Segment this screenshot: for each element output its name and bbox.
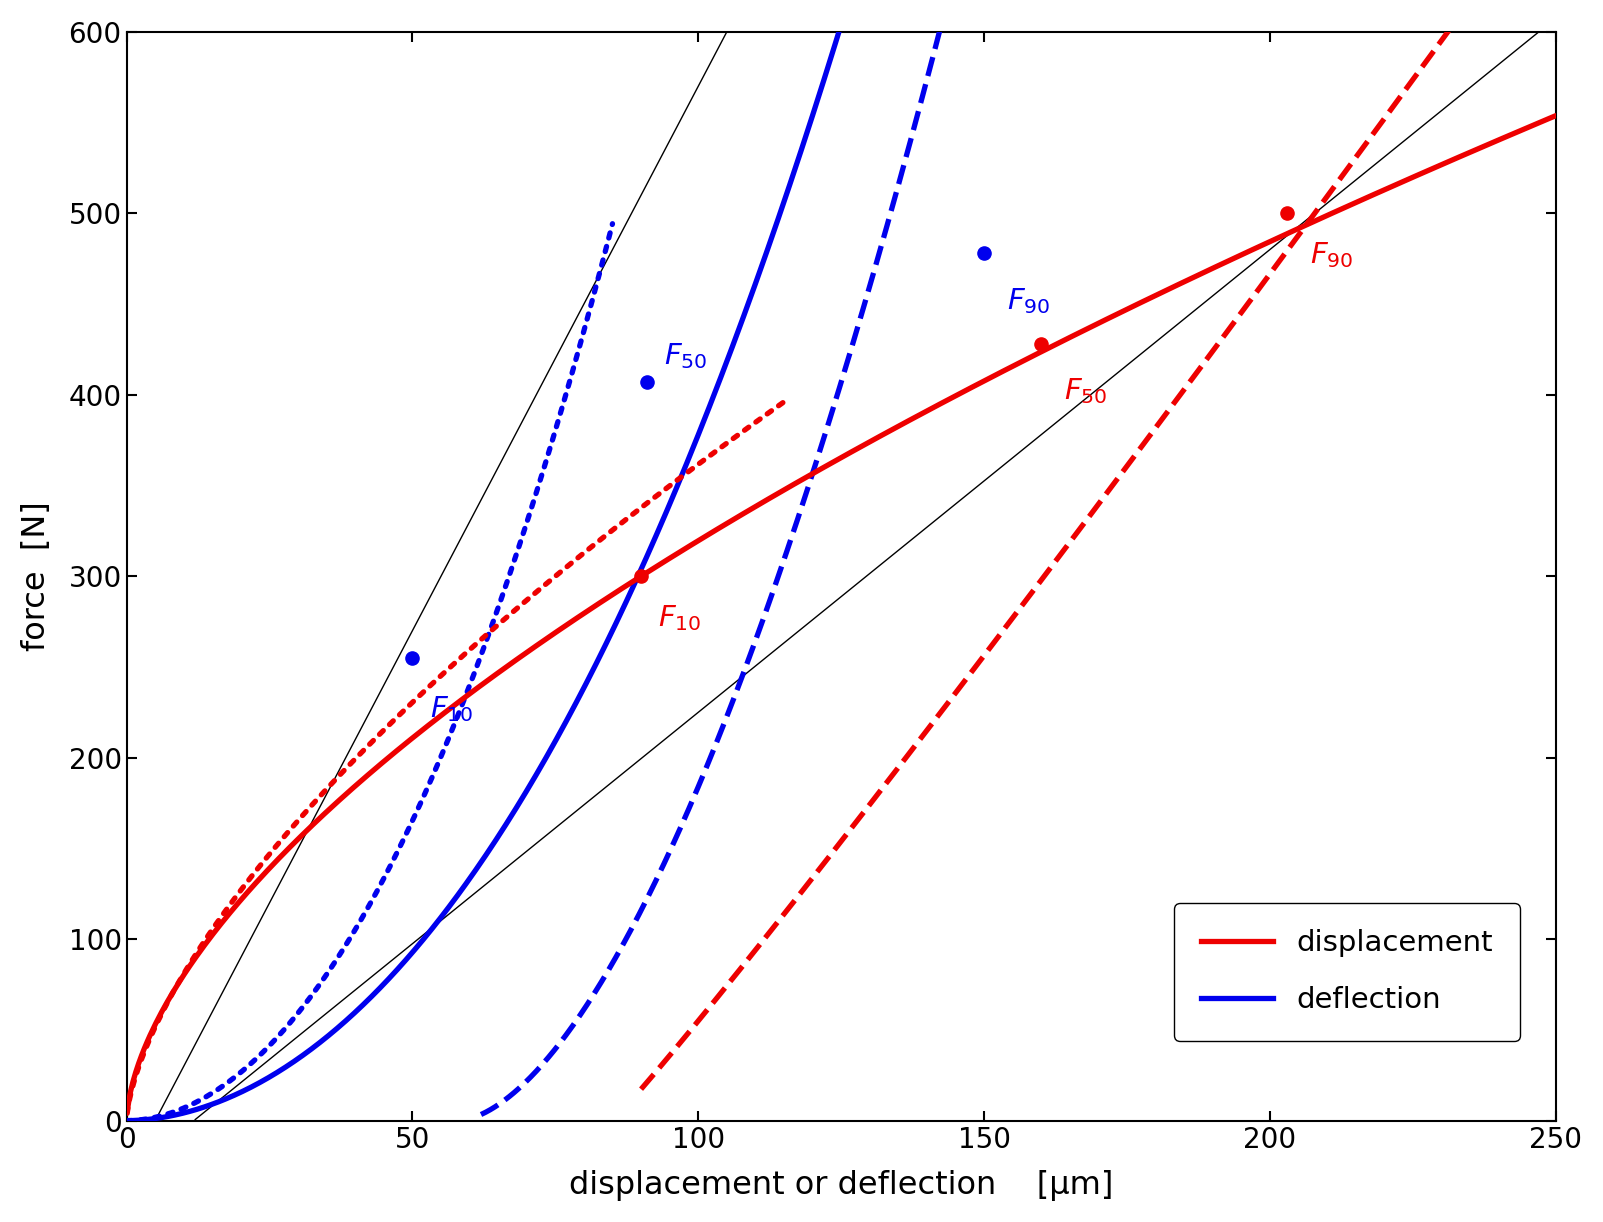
Point	[1029, 334, 1055, 353]
Point	[399, 648, 425, 667]
X-axis label: displacement or deflection    [μm]: displacement or deflection [μm]	[569, 1171, 1114, 1201]
Point	[1274, 204, 1300, 224]
Text: $F_{90}$: $F_{90}$	[1310, 241, 1353, 270]
Text: $F_{90}$: $F_{90}$	[1007, 286, 1050, 315]
Text: $F_{10}$: $F_{10}$	[430, 694, 473, 723]
Text: $F_{50}$: $F_{50}$	[1064, 376, 1108, 407]
Point	[633, 373, 659, 392]
Point	[971, 243, 997, 263]
Text: $F_{50}$: $F_{50}$	[664, 341, 707, 371]
Y-axis label: force  [N]: force [N]	[21, 501, 51, 651]
Text: $F_{10}$: $F_{10}$	[659, 604, 702, 633]
Legend: displacement, deflection: displacement, deflection	[1175, 903, 1520, 1041]
Point	[628, 567, 654, 587]
